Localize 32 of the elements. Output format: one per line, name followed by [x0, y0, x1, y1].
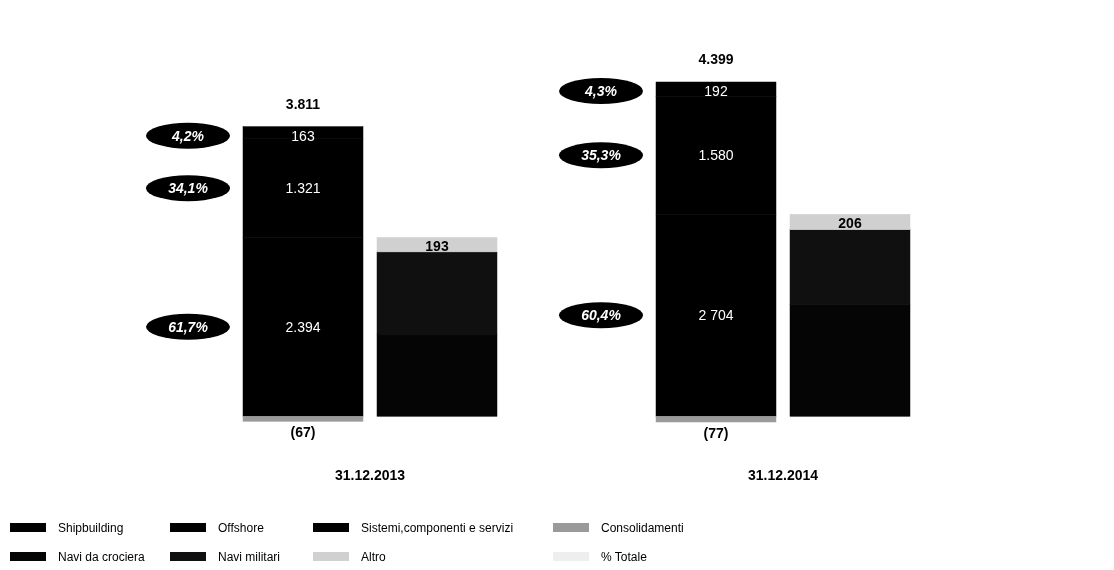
legend-label: Altro: [361, 550, 386, 565]
bar: [655, 416, 777, 423]
total-label: 3.811: [285, 95, 321, 112]
legend-label: Shipbuilding: [58, 521, 124, 536]
data-label: 1.321: [285, 180, 321, 197]
annotation: 4,3%: [584, 82, 618, 99]
data-label: 2.394: [285, 318, 321, 335]
data-label: 1.580: [698, 147, 734, 164]
annotation: 61,7%: [168, 318, 209, 335]
legend-label: Consolidamenti: [601, 521, 684, 536]
text: 31.12.2014: [747, 467, 819, 483]
annotation: 34,1%: [168, 180, 209, 197]
text: 31.12.2013: [334, 467, 406, 483]
legend-label: Offshore: [218, 521, 265, 536]
legend-label: % Totale: [601, 550, 648, 565]
data-label: 2 704: [698, 307, 734, 324]
data-label: (67): [290, 424, 316, 441]
bar: [789, 214, 911, 230]
data-label: 193: [425, 238, 449, 255]
data-label: 192: [704, 82, 728, 99]
bar: [242, 416, 364, 422]
data-label: 163: [291, 127, 315, 144]
bar: [376, 237, 498, 253]
annotation: 60,4%: [581, 307, 622, 324]
annotation: 4,2%: [171, 127, 205, 144]
total-label: 4.399: [698, 51, 734, 67]
annotation: 35,3%: [581, 147, 622, 164]
data-label: (77): [703, 424, 729, 441]
legend-label: Navi da crociera: [58, 550, 146, 565]
legend-label: Navi militari: [218, 550, 281, 565]
legend-label: Sistemi,componenti e servizi: [361, 521, 514, 536]
data-label: 206: [838, 215, 862, 232]
